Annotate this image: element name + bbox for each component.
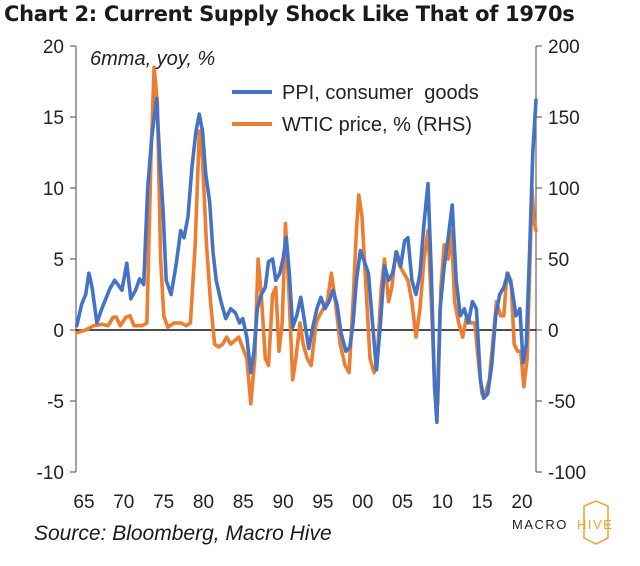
x-tick-label: 15 [472, 492, 493, 513]
series-line-0 [75, 96, 538, 425]
x-tick-label: 65 [73, 492, 94, 513]
logo-text-macro: MACRO [512, 517, 568, 532]
x-tick-label: 80 [193, 492, 214, 513]
chart-title: Chart 2: Current Supply Shock Like That … [4, 2, 575, 26]
right-tick-label: 200 [548, 37, 580, 58]
right-tick-label: 0 [548, 321, 559, 342]
x-tick-label: 10 [432, 492, 453, 513]
x-tick-label: 95 [312, 492, 333, 513]
x-tick-label: 20 [511, 492, 532, 513]
right-tick-label: -100 [548, 463, 586, 484]
hexagon-icon [583, 500, 609, 545]
left-tick-label: 0 [53, 321, 64, 342]
x-tick-label: 70 [113, 492, 134, 513]
legend-label-wtic: WTIC price, % (RHS) [282, 114, 472, 136]
left-tick-label: -10 [37, 463, 64, 484]
left-tick-label: 20 [43, 37, 64, 58]
logo-text-hive: HIVE [577, 517, 613, 532]
x-tick-label: 85 [233, 492, 254, 513]
legend-label-ppi: PPI, consumer goods [282, 82, 479, 104]
series-line-1 [75, 65, 538, 406]
units-annotation: 6mma, yoy, % [90, 48, 215, 70]
right-tick-label: -50 [548, 392, 575, 413]
left-tick-label: -5 [47, 392, 64, 413]
left-tick-label: 5 [53, 250, 64, 271]
x-tick-label: 00 [352, 492, 373, 513]
x-tick-label: 75 [153, 492, 174, 513]
right-tick-label: 150 [548, 108, 580, 129]
left-tick-label: 10 [43, 179, 64, 200]
macro-hive-logo: MACRO HIVE [512, 500, 613, 545]
x-tick-label: 05 [392, 492, 413, 513]
x-tick-label: 90 [273, 492, 294, 513]
source-note: Source: Bloomberg, Macro Hive [34, 522, 332, 545]
right-tick-label: 100 [548, 179, 580, 200]
left-tick-label: 15 [43, 108, 64, 129]
right-tick-label: 50 [548, 250, 569, 271]
